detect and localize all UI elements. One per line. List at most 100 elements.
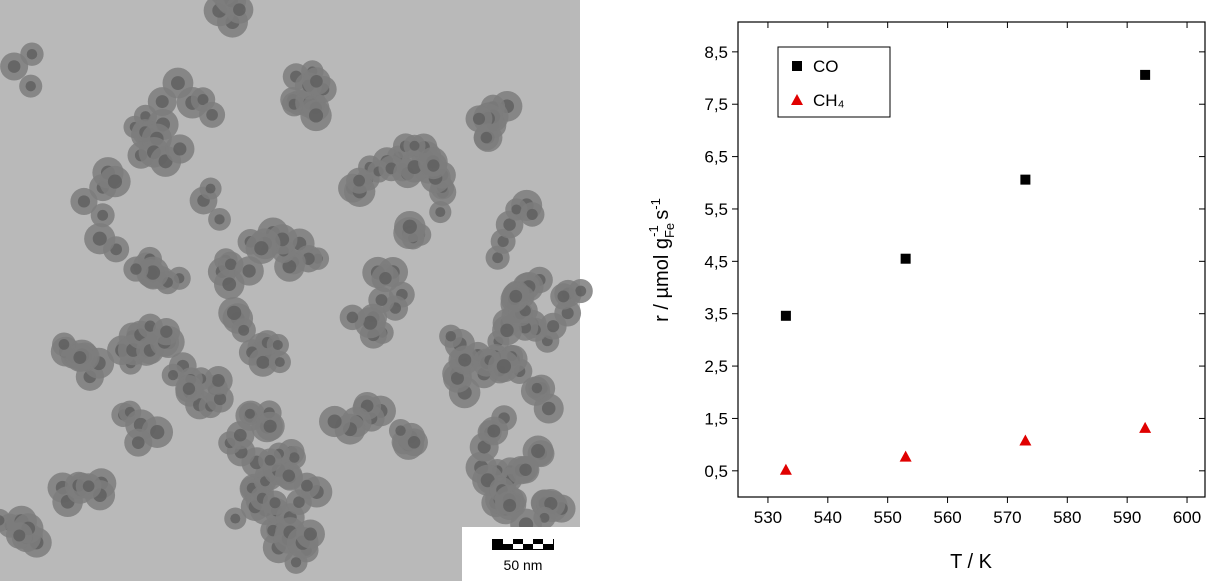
x-tick-label: 540 <box>814 508 842 527</box>
particle-core <box>409 140 420 151</box>
particle-core <box>308 108 324 123</box>
particle-core <box>435 207 446 218</box>
legend-marker <box>792 61 802 71</box>
particle-core <box>458 353 472 367</box>
particle-core <box>269 497 281 509</box>
y-tick-label: 1,5 <box>704 409 728 428</box>
particle-core <box>256 355 270 369</box>
particle-core <box>346 311 359 324</box>
particle-core <box>492 252 504 264</box>
particle-core <box>379 272 392 285</box>
particle-core <box>197 94 209 106</box>
particle-core <box>7 60 21 73</box>
particle-core <box>531 444 546 459</box>
point <box>1020 174 1031 185</box>
y-label-sub: Fe <box>662 223 677 238</box>
particle-core <box>82 480 95 492</box>
particle-core <box>480 131 493 144</box>
particle-shell <box>0 508 11 532</box>
particle-core <box>233 3 246 17</box>
particle-core <box>130 263 142 275</box>
scale-bar-check <box>513 544 523 549</box>
particle-core <box>274 357 285 368</box>
scale-bar-box <box>462 527 580 581</box>
particle-core <box>254 241 269 256</box>
particle-core <box>293 496 305 508</box>
y-tick-label: 5,5 <box>704 200 728 219</box>
particle-core <box>496 359 512 374</box>
x-tick-label: 560 <box>933 508 961 527</box>
y-tick-label: 8,5 <box>704 43 728 62</box>
particle-core <box>171 76 185 90</box>
particle-core <box>402 219 417 234</box>
particle-core <box>214 214 225 225</box>
particle-core <box>97 209 109 221</box>
scale-bar-check <box>533 544 543 549</box>
particle-core <box>150 425 165 440</box>
particle-core <box>575 285 587 297</box>
particle-core <box>213 392 227 406</box>
particle-core <box>167 370 179 381</box>
y-tick-label: 6,5 <box>704 148 728 167</box>
particle-core <box>145 265 161 280</box>
x-tick-label: 530 <box>754 508 782 527</box>
particle-core <box>233 428 247 442</box>
particle-core <box>303 527 317 541</box>
particle-core <box>407 436 421 449</box>
particle-core <box>327 414 342 429</box>
particle-core <box>160 325 173 338</box>
x-tick-label: 550 <box>873 508 901 527</box>
scale-bar-check <box>523 539 533 544</box>
particle-core <box>539 512 550 523</box>
particle-core <box>395 425 406 436</box>
x-tick-label: 600 <box>1173 508 1201 527</box>
particle-core <box>487 424 501 438</box>
particle-core <box>226 305 242 320</box>
x-axis-label: T / K <box>950 551 993 573</box>
particle-core <box>140 111 151 122</box>
point <box>779 463 792 475</box>
particle-core <box>282 469 295 482</box>
y-label-sup: -1 <box>646 225 661 237</box>
particle-core <box>541 401 556 416</box>
particle-core <box>225 258 237 271</box>
particle-core <box>353 174 365 187</box>
particle-core <box>26 48 38 60</box>
particle-core <box>363 315 378 330</box>
particle-core <box>173 142 187 156</box>
particle-core <box>238 324 250 336</box>
plot-frame <box>737 21 1206 498</box>
particle-core <box>282 259 297 274</box>
particle-core <box>182 382 196 395</box>
particle-core <box>511 204 522 215</box>
y-tick-label: 3,5 <box>704 305 728 324</box>
particle-core <box>77 195 91 208</box>
particle-core <box>131 436 145 449</box>
particle-core <box>472 112 486 125</box>
y-tick-label: 2,5 <box>704 357 728 376</box>
point <box>1019 434 1032 446</box>
particle-core <box>427 159 440 172</box>
particle-core <box>497 235 509 247</box>
y-tick-label: 7,5 <box>704 95 728 114</box>
particle-core <box>264 454 276 466</box>
legend-label: CH₄ <box>813 91 845 110</box>
x-tick-label: 570 <box>993 508 1021 527</box>
particle-core <box>500 323 514 338</box>
y-axis-label: r / µmol gFe-1 s-1 <box>646 198 677 322</box>
y-label-sup: -1 <box>648 198 663 210</box>
y-tick-label: 4,5 <box>704 252 728 271</box>
x-tick-label: 580 <box>1053 508 1081 527</box>
particle-core <box>58 339 70 350</box>
scale-bar-check <box>503 539 513 544</box>
legend-marker <box>791 94 803 105</box>
point <box>899 450 912 462</box>
scale-bar-label: 50 nm <box>504 557 543 573</box>
particle-core <box>206 108 218 121</box>
tem-image <box>0 0 593 581</box>
particle-core <box>244 408 255 419</box>
legend-label: CO <box>813 57 839 76</box>
y-label-part: s <box>651 210 673 226</box>
particle-core <box>301 479 313 492</box>
particle-core <box>561 307 574 320</box>
